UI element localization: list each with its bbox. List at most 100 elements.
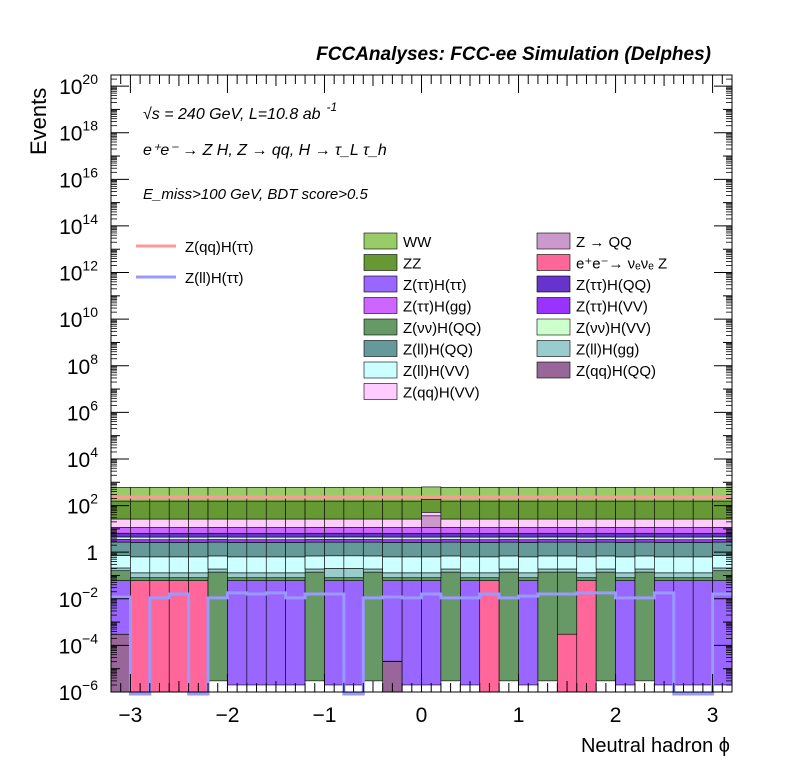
bar [285, 556, 306, 574]
bar [518, 518, 539, 528]
bar [304, 532, 325, 538]
bar [576, 580, 597, 693]
y-tick-label: 106 [67, 397, 98, 425]
bar [207, 568, 228, 573]
bar [285, 580, 306, 686]
bar [130, 577, 151, 581]
bar [401, 533, 422, 538]
bar [518, 539, 539, 543]
bar [440, 541, 461, 557]
bar [285, 536, 306, 541]
bar [595, 532, 616, 538]
bar [498, 487, 519, 502]
x-tick-label: 3 [707, 704, 719, 727]
bar [246, 580, 267, 686]
bar [265, 542, 286, 558]
y-tick-label: 1012 [59, 258, 98, 286]
bar [537, 527, 558, 534]
bar [304, 568, 325, 573]
legend-label: Z(ll)H(QQ) [403, 342, 473, 359]
bar [692, 580, 713, 686]
bar [615, 487, 636, 502]
bar [130, 487, 151, 502]
bar [460, 536, 481, 541]
bar [304, 518, 325, 528]
bar [188, 518, 209, 528]
bar [285, 533, 306, 538]
bar [440, 555, 461, 570]
bar [673, 580, 694, 686]
bar [479, 533, 500, 538]
bar [460, 572, 481, 579]
bar [440, 571, 461, 682]
bar [460, 518, 481, 528]
bar [110, 518, 131, 528]
legend-swatch [536, 232, 571, 250]
x-tick-label: −3 [118, 704, 142, 727]
legend-label: Z(νν)H(QQ) [403, 320, 481, 337]
axis-layer: 10−610−410−21102104106108101010121014101… [59, 71, 733, 727]
bar [557, 539, 578, 543]
bar [615, 518, 636, 528]
bar [227, 542, 248, 558]
bar [227, 577, 248, 581]
bar [285, 527, 306, 534]
bar [557, 527, 578, 534]
legend-swatch [363, 361, 398, 379]
bar [692, 533, 713, 538]
bar [460, 580, 481, 686]
stack-10 [110, 527, 733, 534]
bar [692, 577, 713, 581]
x-tick-label: 1 [513, 704, 525, 727]
bar [421, 515, 442, 528]
legend-label: Z(νν)H(VV) [576, 320, 651, 337]
line-series-1 [111, 591, 732, 696]
bar [285, 577, 306, 581]
bar [673, 539, 694, 543]
bar [498, 518, 519, 528]
bar [595, 539, 616, 543]
bar [692, 518, 713, 528]
legend-swatch [536, 361, 571, 379]
legend-label: Z(ττ)H(VV) [576, 299, 648, 316]
bar [382, 580, 403, 662]
bar [460, 500, 481, 520]
bar [382, 556, 403, 574]
bar [692, 500, 713, 520]
bar [130, 556, 151, 574]
legend-swatch [363, 254, 398, 271]
bar [595, 487, 616, 502]
legend-label: WW [403, 234, 432, 251]
bar [692, 556, 713, 574]
bar [479, 556, 500, 574]
stack-layer [110, 486, 733, 693]
bar [227, 580, 248, 686]
bar [460, 527, 481, 534]
legend-swatch [363, 318, 398, 336]
bar [246, 539, 267, 543]
bar [343, 527, 364, 534]
bar [401, 518, 422, 528]
bar [634, 532, 655, 538]
bar [634, 541, 655, 557]
bar [518, 572, 539, 579]
x-tick-label: −1 [312, 704, 336, 727]
bar [110, 500, 131, 520]
legend-swatch [363, 383, 398, 400]
bar [324, 577, 345, 581]
bar [188, 533, 209, 538]
bar [149, 527, 170, 534]
bar [537, 571, 558, 682]
bar [227, 572, 248, 579]
bar [576, 536, 597, 541]
bar [401, 487, 422, 502]
bar [362, 500, 383, 520]
bar [207, 532, 228, 538]
bar [285, 487, 306, 502]
bar [149, 518, 170, 528]
bar [692, 542, 713, 558]
bar [207, 527, 228, 534]
bar [168, 527, 189, 534]
bar [537, 568, 558, 573]
